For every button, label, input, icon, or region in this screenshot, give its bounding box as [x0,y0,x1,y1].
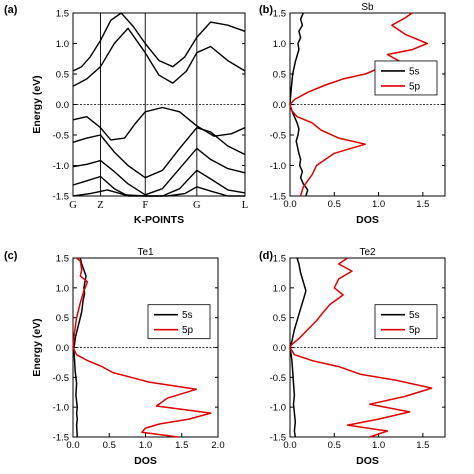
y-tick-label: -0.5 [53,131,69,142]
k-point-label: F [142,200,148,211]
panel-label: (c) [4,250,18,262]
band-line [72,27,246,87]
x-axis-title: DOS [356,214,379,226]
panel-label: (a) [4,4,18,16]
legend-label: 5p [409,325,421,336]
band-line [72,12,246,72]
y-tick-label: -0.5 [53,373,69,384]
y-axis-title: Energy (eV) [31,318,43,376]
x-tick-label: 0.0 [283,199,296,210]
k-point-label: G [193,200,201,211]
y-tick-label: -1.5 [53,192,69,203]
y-tick-label: -1.0 [53,161,69,172]
y-tick-label: 0.0 [56,343,69,354]
legend-label: 5p [182,325,194,336]
x-tick-label: 2.0 [211,440,224,451]
panel-title: Te2 [359,247,376,258]
x-tick-label: 0.5 [328,440,341,451]
y-tick-label: 0.5 [56,313,69,324]
x-tick-label: 1.0 [372,199,385,210]
x-tick-label: 1.5 [175,440,188,451]
legend-label: 5s [409,310,420,321]
dos-line-5p [72,257,212,438]
x-tick-label: 1.5 [416,199,429,210]
y-tick-label: -1.5 [270,433,286,444]
panel-label: (d) [259,250,273,262]
panel-title: Te1 [137,247,154,258]
legend-box [374,304,438,340]
x-tick-label: 1.5 [416,440,429,451]
x-tick-label: 1.0 [372,440,385,451]
y-tick-label: -0.5 [270,373,286,384]
dos-line-5s [289,257,307,438]
x-tick-label: 0.5 [103,440,116,451]
y-tick-label: 1.0 [56,39,69,50]
dos-line-5s [289,12,309,197]
y-tick-label: -1.5 [53,433,69,444]
band-line [72,186,245,197]
dos-line-5p [289,12,429,197]
y-tick-label: 1.0 [273,39,286,50]
legend-box [147,304,211,340]
y-tick-label: 1.0 [56,283,69,294]
y-tick-label: -1.0 [270,403,286,414]
y-tick-label: 0.5 [56,70,69,81]
band-line [72,126,246,179]
band-line [72,147,246,196]
panel-title: Sb [361,2,374,13]
band-line [72,106,246,141]
y-tick-label: -1.0 [53,403,69,414]
y-tick-label: 0.5 [273,313,286,324]
x-axis-title: K-POINTS [134,214,184,226]
legend-label: 5s [409,66,420,77]
x-tick-label: 0.5 [328,199,341,210]
y-tick-label: 1.5 [273,9,286,20]
y-tick-label: -1.5 [270,192,286,203]
legend-label: 5s [182,310,193,321]
k-point-label: G [69,200,77,211]
y-axis-title: Energy (eV) [31,75,43,133]
y-tick-label: -1.0 [270,161,286,172]
dos-line-5p [289,257,433,438]
y-tick-label: 1.5 [56,9,69,20]
y-tick-label: 1.5 [273,254,286,265]
panel-label: (b) [259,4,273,16]
y-tick-label: 1.0 [273,283,286,294]
legend-label: 5p [409,81,421,92]
x-axis-title: DOS [134,455,157,467]
x-tick-label: 0.0 [66,440,79,451]
x-tick-label: 0.0 [283,440,296,451]
x-tick-label: 1.0 [139,440,152,451]
k-point-label: L [242,200,248,211]
y-tick-label: 0.5 [273,70,286,81]
y-tick-label: 1.5 [56,254,69,265]
y-tick-label: 0.0 [273,343,286,354]
k-point-label: Z [97,200,103,211]
y-tick-label: 0.0 [273,100,286,111]
x-axis-title: DOS [356,455,379,467]
y-tick-label: -0.5 [270,131,286,142]
legend-box [374,60,438,96]
y-tick-label: 0.0 [56,100,69,111]
